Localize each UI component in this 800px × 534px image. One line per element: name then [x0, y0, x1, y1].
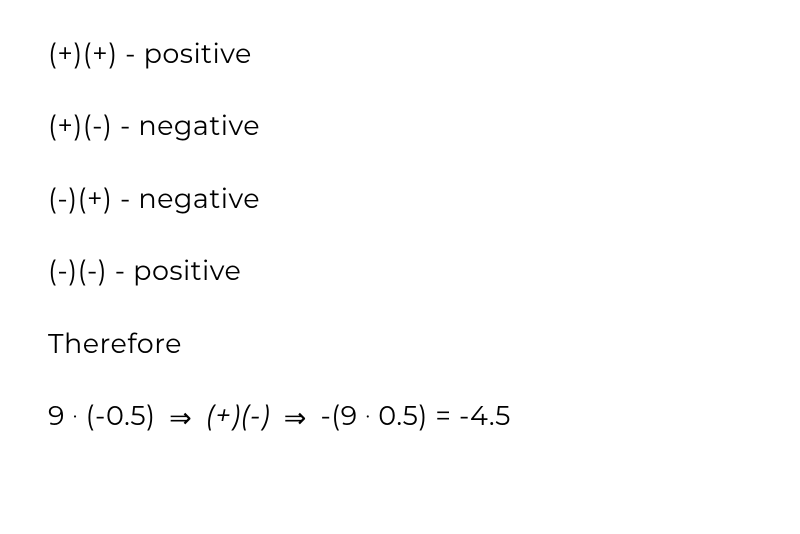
- dot-icon: ·: [73, 404, 79, 428]
- rule-result: positive: [133, 254, 241, 287]
- eq-part2: (-0.5): [78, 399, 163, 432]
- therefore-text: Therefore: [48, 328, 752, 360]
- rule-signs: (-)(+): [48, 182, 112, 215]
- sign-rule-4: (-)(-) - positive: [48, 255, 752, 287]
- rule-result: negative: [138, 182, 260, 215]
- rule-result: negative: [138, 109, 260, 142]
- dot-icon: ·: [365, 404, 371, 428]
- sign-rule-3: (-)(+) - negative: [48, 183, 752, 215]
- eq-part1: 9: [48, 399, 73, 432]
- equation-line: 9 · (-0.5) ⇒ (+)(-) ⇒ -(9 · 0.5) = -4.5: [48, 400, 752, 434]
- rule-signs: (-)(-): [48, 254, 107, 287]
- sign-rule-1: (+)(+) - positive: [48, 38, 752, 70]
- rule-sep: -: [118, 37, 144, 70]
- rule-sep: -: [112, 109, 138, 142]
- eq-part3: -(9: [313, 399, 365, 432]
- arrow-icon: ⇒: [169, 402, 192, 434]
- rule-sep: -: [107, 254, 133, 287]
- eq-signs-italic: (+)(-): [198, 399, 278, 432]
- rule-signs: (+)(+): [48, 37, 118, 70]
- rule-result: positive: [144, 37, 252, 70]
- rule-signs: (+)(-): [48, 109, 112, 142]
- eq-part4: 0.5) = -4.5: [371, 399, 511, 432]
- rule-sep: -: [112, 182, 138, 215]
- sign-rule-2: (+)(-) - negative: [48, 110, 752, 142]
- arrow-icon: ⇒: [284, 402, 307, 434]
